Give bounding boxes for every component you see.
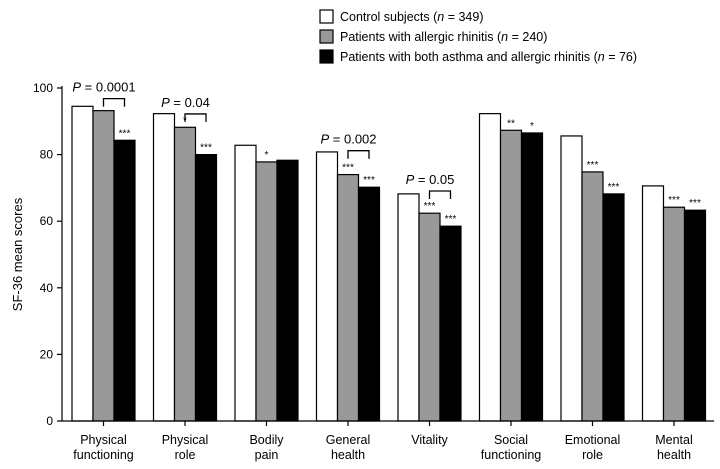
p-value-bracket: [428, 190, 452, 199]
category-label: health: [657, 448, 691, 462]
bar-control: [641, 185, 665, 422]
p-value-label: P = 0.05: [406, 172, 455, 187]
significance-marker: ***: [342, 163, 354, 174]
p-value-label: P = 0.04: [161, 95, 210, 110]
bar-asthma-rhinitis: [113, 139, 136, 422]
p-value-label: P = 0.0001: [72, 80, 135, 95]
significance-marker: *: [265, 150, 269, 161]
bar-allergic-rhinitis: [581, 171, 604, 422]
y-tick-label: 0: [46, 414, 53, 428]
significance-marker: *: [530, 121, 534, 132]
p-value-bracket: [347, 150, 370, 159]
category-label: Emotional: [565, 433, 621, 447]
bar-control: [315, 151, 339, 422]
category-label: Mental: [655, 433, 693, 447]
bar-asthma-rhinitis: [357, 186, 381, 422]
y-tick-label: 80: [40, 148, 54, 162]
bar-asthma-rhinitis: [602, 193, 625, 422]
category-label: pain: [255, 448, 279, 462]
category-label: functioning: [73, 448, 134, 462]
legend-label: Control subjects (n = 349): [340, 10, 483, 24]
bar-allergic-rhinitis: [336, 173, 360, 422]
category-label: Physical: [80, 433, 127, 447]
category-label: Social: [494, 433, 528, 447]
bar-allergic-rhinitis: [418, 212, 441, 422]
p-value-bracket: [184, 113, 207, 122]
bar-control: [234, 144, 257, 422]
bar-control: [478, 113, 502, 422]
y-axis: 0 20 40 60 80 100 SF-36 mean scores: [10, 81, 63, 428]
y-axis-title: SF-36 mean scores: [10, 197, 25, 311]
y-tick-label: 20: [40, 347, 54, 361]
significance-annotations: ***********************************P = 0…: [72, 80, 701, 226]
bar-allergic-rhinitis: [499, 129, 523, 422]
significance-marker: **: [507, 118, 515, 129]
significance-marker: ***: [424, 201, 436, 212]
bar-control: [560, 135, 583, 422]
y-tick-label: 60: [40, 214, 54, 228]
category-label: functioning: [481, 448, 542, 462]
bar-allergic-rhinitis: [92, 110, 115, 422]
bar-control: [397, 193, 420, 422]
bar-allergic-rhinitis: [255, 161, 278, 422]
category-label: General: [326, 433, 370, 447]
bars: [71, 105, 707, 422]
category-label: role: [582, 448, 603, 462]
legend-swatch: [319, 49, 334, 64]
significance-marker: ***: [689, 198, 701, 209]
y-tick-label: 40: [40, 281, 54, 295]
significance-marker: ***: [608, 182, 620, 193]
bar-asthma-rhinitis: [520, 132, 544, 422]
significance-marker: ***: [587, 160, 599, 171]
category-label: Physical: [162, 433, 209, 447]
significance-marker: ***: [668, 195, 680, 206]
significance-marker: ***: [119, 128, 131, 139]
legend-swatch: [319, 9, 334, 24]
category-label: role: [175, 448, 196, 462]
significance-marker: ***: [363, 175, 375, 186]
legend: Control subjects (n = 349) Patients with …: [319, 9, 637, 64]
legend-label: Patients with allergic rhinitis (n = 240…: [340, 30, 547, 44]
category-label: health: [331, 448, 365, 462]
y-tick-label: 100: [33, 81, 53, 95]
legend-swatch: [319, 29, 334, 44]
bar-allergic-rhinitis: [662, 206, 686, 422]
significance-marker: ***: [200, 143, 212, 154]
bar-asthma-rhinitis: [683, 209, 707, 422]
p-value-bracket: [102, 97, 126, 107]
legend-label: Patients with both asthma and allergic r…: [340, 50, 637, 64]
x-axis: PhysicalfunctioningPhysicalroleBodilypai…: [62, 420, 714, 462]
category-label: Bodily: [249, 433, 284, 447]
bar-allergic-rhinitis: [173, 126, 197, 422]
bar-asthma-rhinitis: [439, 225, 462, 422]
bar-control: [152, 113, 176, 422]
bar-control: [71, 105, 94, 422]
category-label: Vitality: [411, 433, 448, 447]
significance-marker: ***: [445, 214, 457, 225]
bar-asthma-rhinitis: [276, 159, 299, 422]
p-value-label: P = 0.002: [320, 132, 376, 147]
bar-asthma-rhinitis: [194, 154, 218, 422]
